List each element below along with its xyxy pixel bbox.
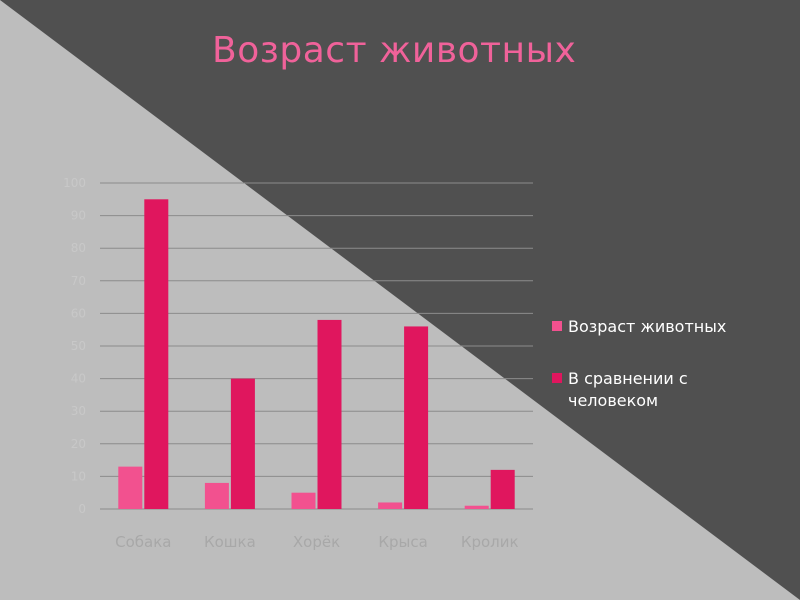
- bar-series-2-1: [230, 378, 255, 509]
- legend-label-series-2: В сравнении с человеком: [568, 369, 688, 410]
- x-category-label: Кошка: [204, 533, 256, 551]
- x-category-label: Кролик: [461, 533, 519, 551]
- chart-gridlines: [100, 182, 533, 510]
- legend-swatch-series-1: [552, 321, 562, 331]
- bar-series-1-1: [204, 482, 229, 509]
- page-title: Возраст животных: [212, 30, 577, 71]
- chart-bars: [118, 199, 515, 510]
- legend-label-series-1: Возраст животных: [568, 317, 727, 336]
- y-tick-label: 0: [78, 502, 86, 516]
- y-tick-label: 80: [71, 241, 86, 255]
- y-tick-label: 30: [71, 404, 86, 418]
- y-tick-label: 10: [71, 469, 86, 483]
- legend-swatch-series-2: [552, 373, 562, 383]
- bar-series-2-4: [490, 469, 515, 509]
- bar-series-2-3: [404, 326, 429, 509]
- bar-series-1-2: [291, 492, 316, 509]
- x-category-label: Собака: [115, 533, 171, 551]
- bar-series-2-0: [144, 199, 169, 510]
- x-category-label: Крыса: [378, 533, 427, 551]
- bar-series-1-4: [464, 505, 489, 509]
- y-tick-label: 40: [71, 372, 86, 386]
- y-tick-label: 50: [71, 339, 86, 353]
- y-tick-label: 100: [63, 176, 86, 190]
- legend-item-series-2: В сравнении с человеком: [552, 368, 782, 412]
- bar-series-1-3: [378, 502, 403, 509]
- x-axis-categories: Собака Кошка Хорёк Крыса Кролик: [115, 533, 518, 551]
- y-tick-label: 20: [71, 437, 86, 451]
- chart-legend: Возраст животных В сравнении с человеком: [552, 316, 782, 442]
- y-tick-label: 90: [71, 209, 86, 223]
- y-tick-label: 70: [71, 274, 86, 288]
- x-category-label: Хорёк: [293, 533, 340, 551]
- y-tick-label: 60: [71, 306, 86, 320]
- legend-item-series-1: Возраст животных: [552, 316, 782, 338]
- bar-series-2-2: [317, 319, 342, 509]
- y-axis-ticks: 0 10 20 30 40 50 60 70 80 90 100: [63, 176, 86, 516]
- bar-series-1-0: [118, 466, 143, 509]
